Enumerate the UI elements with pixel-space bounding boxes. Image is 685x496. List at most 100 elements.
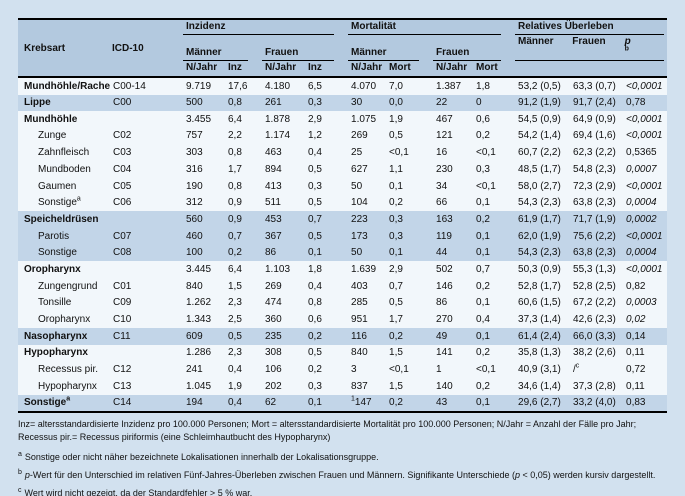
cell-inzidenz-maenner-njahr: 303 xyxy=(183,144,225,162)
col-header-inzidenz: Inzidenz xyxy=(183,19,349,35)
cell-p-wert: <0,0001 xyxy=(623,228,668,245)
cell-inzidenz-frauen-inz: 0,5 xyxy=(305,161,349,178)
table-row: Parotis C07 460 0,7 367 0,5 173 0,3 119 0,1 62,0 (… xyxy=(18,228,668,245)
cell-icd10 xyxy=(110,111,183,128)
cell-mortalitaet-frauen-mort: 0 xyxy=(473,94,516,112)
cell-ueberleben-maenner: 48,5 (1,7) xyxy=(515,161,571,178)
footnote-b: b p-Wert für den Unterschied im relativen… xyxy=(18,469,656,481)
cell-ueberleben-maenner: 34,6 (1,4) xyxy=(515,378,571,395)
col-header-inz: Inz xyxy=(225,61,262,78)
cell-mortalitaet-maenner-mort: 0,1 xyxy=(386,244,434,262)
cell-icd10: C06 xyxy=(110,194,183,212)
col-header-krebsart: Krebsart xyxy=(18,19,110,78)
table-row: Hypopharynx C13 1.045 1,9 202 0,3 837 1,5 140 0,2… xyxy=(18,378,668,395)
cell-inzidenz-frauen-inz: 1,8 xyxy=(305,261,349,279)
cell-ueberleben-frauen: 38,2 (2,6) xyxy=(570,344,624,362)
cell-inzidenz-frauen-inz: 2,9 xyxy=(305,111,349,128)
cell-inzidenz-frauen-inz: 0,4 xyxy=(305,144,349,162)
col-header-ueberleben-maenner: Männer xyxy=(518,36,554,47)
cell-ueberleben-frauen: 37,3 (2,8) xyxy=(570,378,624,395)
cell-inzidenz-frauen-njahr: 106 xyxy=(262,361,305,379)
cell-ueberleben-frauen: 63,8 (2,3) xyxy=(570,194,624,212)
cell-p-wert: 0,0003 xyxy=(623,294,668,312)
cell-mortalitaet-frauen-mort: 0,2 xyxy=(473,344,516,362)
cell-mortalitaet-frauen-njahr: 467 xyxy=(433,111,474,128)
cell-inzidenz-frauen-inz: 0,3 xyxy=(305,177,349,195)
cell-p-wert: 0,78 xyxy=(623,94,668,112)
cell-mortalitaet-frauen-njahr: 34 xyxy=(433,177,474,195)
cell-krebsart: Oropharynx xyxy=(18,261,110,279)
cell-inzidenz-maenner-inz: 0,4 xyxy=(225,394,262,413)
footnotes: Inz= altersstandardisierte Inzidenz pro … xyxy=(18,418,667,496)
cell-ueberleben-frauen: 52,8 (2,5) xyxy=(570,278,624,295)
cell-mortalitaet-frauen-njahr: 22 xyxy=(433,94,474,112)
cell-ueberleben-frauen: 55,3 (1,3) xyxy=(570,261,624,279)
cell-mortalitaet-frauen-njahr: 140 xyxy=(433,378,474,395)
cell-mortalitaet-maenner-mort: <0,1 xyxy=(386,361,434,379)
cell-inzidenz-maenner-inz: 2,3 xyxy=(225,294,262,312)
cell-mortalitaet-frauen-mort: 0,1 xyxy=(473,194,516,212)
col-header-inzidenz-frauen: Frauen xyxy=(262,35,349,61)
table-row: Hypopharynx 1.286 2,3 308 0,5 840 1,5 141 0,2 35,… xyxy=(18,344,668,362)
cell-mortalitaet-maenner-mort: 0,2 xyxy=(386,194,434,212)
cell-mortalitaet-maenner-njahr: 30 xyxy=(348,94,387,112)
cell-inzidenz-maenner-inz: 17,6 xyxy=(225,77,262,95)
cell-mortalitaet-maenner-mort: 1,7 xyxy=(386,311,434,329)
cell-p-wert: <0,0001 xyxy=(623,261,668,279)
cell-mortalitaet-frauen-mort: 0,1 xyxy=(473,394,516,413)
cell-icd10: C07 xyxy=(110,228,183,245)
cell-mortalitaet-frauen-njahr: 1.387 xyxy=(433,77,474,95)
cell-krebsart: Sonstigea xyxy=(18,394,110,413)
cell-mortalitaet-frauen-njahr: 86 xyxy=(433,294,474,312)
cell-icd10: C09 xyxy=(110,294,183,312)
cell-mortalitaet-frauen-njahr: 49 xyxy=(433,328,474,345)
cell-ueberleben-frauen: 67,2 (2,2) xyxy=(570,294,624,312)
cell-krebsart: Zahnfleisch xyxy=(18,144,110,162)
cell-icd10: C03 xyxy=(110,144,183,162)
col-header-relatives-ueberleben: Relatives Überleben xyxy=(515,19,668,35)
cell-mortalitaet-frauen-njahr: 66 xyxy=(433,194,474,212)
cell-inzidenz-maenner-njahr: 1.262 xyxy=(183,294,225,312)
cell-icd10 xyxy=(110,344,183,362)
cell-krebsart: Hypopharynx xyxy=(18,378,110,395)
cell-mortalitaet-maenner-njahr: 840 xyxy=(348,344,387,362)
table-body: Mundhöhle/Rachen C00-14 9.719 17,6 4.180 6,5 4… xyxy=(18,77,668,413)
cell-ueberleben-frauen: 71,7 (1,9) xyxy=(570,211,624,228)
cell-krebsart: Mundhöhle/Rachen xyxy=(18,77,110,95)
cell-mortalitaet-frauen-mort: 1,8 xyxy=(473,77,516,95)
cell-mortalitaet-maenner-njahr: 403 xyxy=(348,278,387,295)
cell-mortalitaet-maenner-mort: 1,1 xyxy=(386,161,434,178)
cell-p-wert: 0,0004 xyxy=(623,194,668,212)
cell-inzidenz-maenner-inz: 0,9 xyxy=(225,194,262,212)
cell-mortalitaet-frauen-mort: 0,1 xyxy=(473,244,516,262)
cell-icd10 xyxy=(110,261,183,279)
cell-p-wert: <0,0001 xyxy=(623,111,668,128)
cell-icd10: C12 xyxy=(110,361,183,379)
cell-krebsart: Recessus pir. xyxy=(18,361,110,379)
cell-krebsart: Gaumen xyxy=(18,177,110,195)
cell-ueberleben-frauen: 91,7 (2,4) xyxy=(570,94,624,112)
cell-inzidenz-maenner-njahr: 1.343 xyxy=(183,311,225,329)
footnote-c: c Wert wird nicht gezeigt, da der Standar… xyxy=(18,487,253,496)
cell-mortalitaet-maenner-njahr: 269 xyxy=(348,127,387,145)
cell-inzidenz-frauen-njahr: 269 xyxy=(262,278,305,295)
cell-mortalitaet-maenner-njahr: 1147 xyxy=(348,394,387,413)
cell-krebsart: Tonsille xyxy=(18,294,110,312)
cell-p-wert: <0,0001 xyxy=(623,127,668,145)
cell-ueberleben-maenner: 62,0 (1,9) xyxy=(515,228,571,245)
cell-inzidenz-maenner-inz: 1,7 xyxy=(225,161,262,178)
cell-ueberleben-frauen: 66,0 (3,3) xyxy=(570,328,624,345)
cell-krebsart: Zungengrund xyxy=(18,278,110,295)
cell-inzidenz-frauen-inz: 0,5 xyxy=(305,194,349,212)
cell-ueberleben-maenner: 29,6 (2,7) xyxy=(515,394,571,413)
cell-krebsart: Speicheldrüsen xyxy=(18,211,110,228)
col-header-mort: Mort xyxy=(473,61,516,78)
cell-mortalitaet-maenner-njahr: 104 xyxy=(348,194,387,212)
cell-mortalitaet-maenner-mort: 1,5 xyxy=(386,344,434,362)
cell-inzidenz-maenner-njahr: 316 xyxy=(183,161,225,178)
cell-inzidenz-maenner-inz: 6,4 xyxy=(225,111,262,128)
cell-ueberleben-maenner: 61,9 (1,7) xyxy=(515,211,571,228)
col-header-njahr: N/Jahr xyxy=(433,61,474,78)
